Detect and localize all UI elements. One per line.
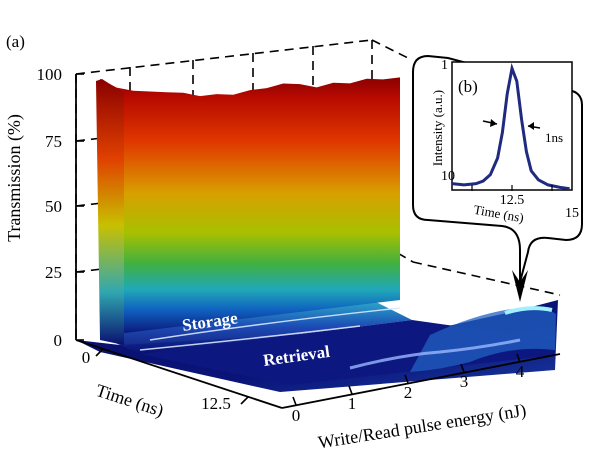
inset-y-tick-label: 1 — [441, 58, 448, 73]
energy-tick-label: 3 — [460, 372, 469, 391]
panel-b-label: (b) — [458, 77, 478, 96]
y-axis: 0 25 50 75 100 Transmission (%) — [4, 65, 84, 350]
energy-tick-label: 2 — [404, 383, 413, 402]
inset-y-axis-label: Intensity (a.u.) — [430, 90, 445, 166]
inset-x-tick-label: 10 — [441, 169, 455, 184]
panel-a-label: (a) — [6, 32, 25, 51]
energy-tick-label: 0 — [292, 406, 301, 425]
fwhm-arrow-left — [490, 119, 497, 127]
time-tick-label: 0 — [82, 348, 91, 367]
inset-x-tick-label: 12.5 — [500, 193, 525, 208]
inset-x-tick-label: 15 — [565, 206, 579, 221]
inset-plot-frame — [451, 61, 573, 191]
surface-band — [100, 300, 412, 354]
callout-pointer-arrow — [512, 270, 528, 302]
y-tick-label: 50 — [45, 197, 62, 216]
time-axis-label: Time (ns) — [93, 380, 166, 422]
surface-front-edge — [96, 78, 124, 345]
y-tick-label: 25 — [45, 263, 62, 282]
surface-retrieval-rise — [410, 307, 556, 372]
inset-b: (b) 1 Intensity (a.u.) 10 12.5 15 Time (… — [412, 54, 583, 302]
fwhm-arrow-right — [528, 122, 534, 130]
time-tick-label: 12.5 — [201, 394, 231, 413]
surface-retrieval-streak — [349, 338, 521, 370]
surface-retrieval-ridge — [504, 306, 553, 315]
surface-storage-wall — [100, 77, 400, 337]
transmission-surface — [76, 77, 558, 392]
y-tick-label: 75 — [45, 132, 62, 151]
energy-tick-label: 1 — [348, 394, 357, 413]
y-tick-label: 100 — [37, 65, 63, 84]
fwhm-label: 1ns — [545, 130, 563, 145]
inset-pulse-line — [451, 62, 570, 191]
y-axis-label: Transmission (%) — [4, 114, 25, 242]
energy-tick-label: 4 — [516, 362, 525, 381]
y-tick-label: 0 — [54, 331, 63, 350]
